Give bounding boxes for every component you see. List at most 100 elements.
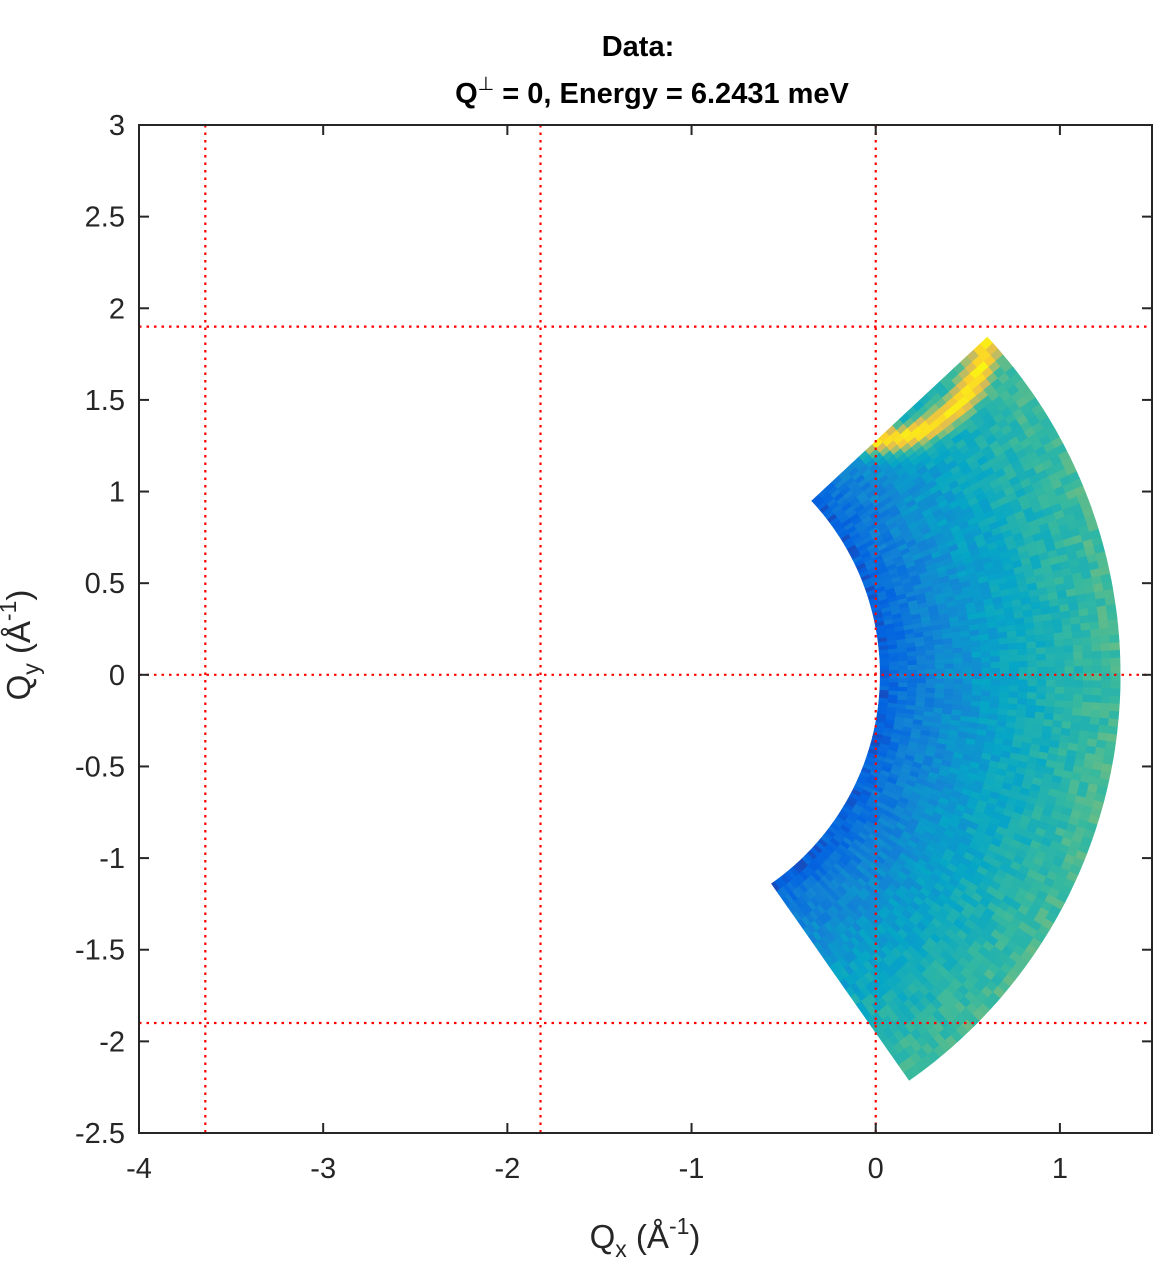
- heatmap-cell: [935, 668, 946, 674]
- heatmap-cell: [1054, 699, 1065, 708]
- heatmap-cell: [979, 706, 990, 714]
- heatmap-cell: [1100, 642, 1111, 651]
- heatmap-cell: [1025, 710, 1036, 719]
- heatmap-cell: [981, 667, 992, 674]
- heatmap-cell: [953, 678, 964, 685]
- heatmap-cell: [1089, 620, 1100, 630]
- heatmap-cell: [934, 658, 946, 665]
- heatmap-cell: [1107, 725, 1118, 735]
- heatmap-cell: [1080, 629, 1092, 638]
- chart-title-line1: Data:: [602, 31, 675, 63]
- intensity-heatmap: [771, 336, 1121, 1081]
- heatmap-cell: [1045, 652, 1056, 661]
- heatmap-cell: [1081, 636, 1092, 645]
- heatmap-cell: [898, 668, 909, 675]
- y-tick-label: 2.5: [85, 202, 125, 234]
- heatmap-cell: [1082, 679, 1093, 688]
- heatmap-cell: [1044, 632, 1055, 641]
- heatmap-cell: [1018, 678, 1029, 687]
- heatmap-cell: [1088, 723, 1100, 733]
- heatmap-cell: [962, 678, 973, 685]
- heatmap-cell: [1017, 647, 1028, 656]
- heatmap-cell: [897, 690, 908, 696]
- heatmap-cell: [1008, 678, 1020, 686]
- heatmap-cell: [1100, 702, 1111, 711]
- heatmap-cell: [916, 686, 927, 693]
- heatmap-cell: [1017, 685, 1029, 693]
- heatmap-cell: [1099, 709, 1111, 719]
- heatmap-cell: [1100, 649, 1112, 659]
- heatmap-cell: [1007, 702, 1018, 711]
- heatmap-cell: [879, 665, 890, 671]
- heatmap-cell: [1036, 679, 1047, 687]
- heatmap-cell: [1071, 629, 1083, 639]
- heatmap-cell: [907, 668, 918, 675]
- x-tick-label: -1: [679, 1153, 705, 1185]
- heatmap-cell: [989, 701, 1000, 709]
- heatmap-cell: [971, 645, 982, 653]
- x-tick-label: 0: [868, 1153, 884, 1185]
- heatmap-cell: [990, 655, 1001, 663]
- heatmap-cell: [999, 660, 1010, 668]
- heatmap-cell: [1108, 710, 1120, 720]
- heatmap-cell: [1063, 651, 1075, 660]
- heatmap-cell: [1091, 657, 1103, 666]
- heatmap-cell: [981, 661, 992, 669]
- y-tick-label: 3: [109, 110, 125, 142]
- heatmap-cell: [943, 693, 954, 700]
- heatmap-cell: [989, 649, 1001, 657]
- heatmap-cell: [1026, 697, 1037, 706]
- heatmap-cell: [971, 683, 982, 691]
- y-tick-label: -2.5: [75, 1118, 125, 1150]
- heatmap-cell: [879, 685, 890, 691]
- heatmap-cell: [1072, 644, 1084, 653]
- heatmap-cell: [1092, 679, 1103, 689]
- heatmap-cell: [990, 661, 1001, 668]
- heatmap-cell: [980, 655, 992, 663]
- heatmap-cell: [1036, 659, 1047, 668]
- guide-lines: [139, 125, 1152, 1133]
- heatmap-cell: [1090, 708, 1101, 718]
- heatmap-cell: [999, 690, 1010, 698]
- heatmap-cell: [898, 681, 909, 688]
- heatmap-cell: [1045, 679, 1056, 687]
- heatmap-cell: [889, 677, 900, 683]
- heatmap-cell: [1097, 612, 1109, 622]
- heatmap-cell: [1090, 701, 1102, 711]
- heatmap-cell: [1097, 731, 1108, 741]
- heatmap-cell: [1064, 658, 1075, 667]
- heatmap-cell: [924, 696, 936, 703]
- heatmap-cell: [1105, 740, 1117, 750]
- heatmap-cell: [1018, 672, 1029, 680]
- heatmap-cell: [1054, 652, 1065, 661]
- heatmap-cell: [962, 688, 973, 696]
- heatmap-cell: [1064, 686, 1075, 695]
- heatmap-cell: [998, 702, 1009, 710]
- heatmap-cell: [1035, 646, 1047, 655]
- heatmap-cell: [934, 687, 945, 694]
- heatmap-cell: [943, 688, 955, 695]
- y-tick-label: 0.5: [85, 568, 125, 600]
- heatmap-cell: [916, 673, 927, 679]
- heatmap-cell: [916, 682, 927, 688]
- heatmap-cell: [1072, 693, 1084, 702]
- heatmap-cell: [907, 659, 918, 666]
- heatmap-cell: [1063, 637, 1074, 647]
- heatmap-cell: [925, 687, 936, 694]
- heatmap-cell: [1017, 697, 1028, 705]
- heatmap-cell: [1087, 730, 1099, 740]
- heatmap-cell: [1108, 626, 1119, 636]
- y-axis-label: Qy (Å-1): [0, 590, 44, 701]
- heatmap-cell: [1016, 709, 1027, 718]
- heatmap-cell: [980, 336, 993, 350]
- heatmap-cell: [1043, 711, 1055, 721]
- heatmap-cell: [1106, 732, 1118, 743]
- heatmap-cell: [1027, 666, 1038, 674]
- heatmap-cell: [999, 684, 1010, 692]
- heatmap-cell: [980, 650, 991, 658]
- heatmap-cell: [1109, 702, 1120, 712]
- heatmap-cell: [1017, 641, 1028, 650]
- chart-title-line2: Q⊥ = 0, Energy = 6.2431 meV: [455, 74, 849, 110]
- heatmap-cell: [1091, 642, 1102, 652]
- x-tick-labels: -4 -3 -2 -1 0 1: [126, 1153, 1068, 1185]
